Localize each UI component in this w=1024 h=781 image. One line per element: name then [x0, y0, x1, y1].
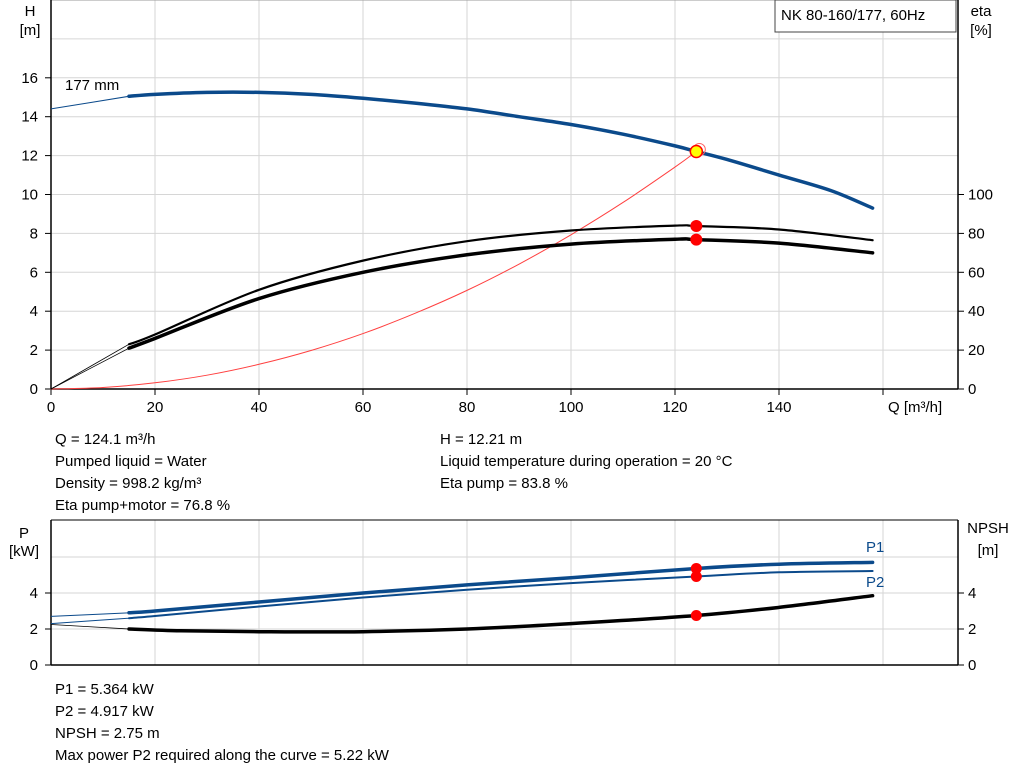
- eta-pump-marker: [690, 220, 703, 233]
- x-axis-label: Q [m³/h]: [888, 399, 942, 416]
- info-eta-pump-motor: Eta pump+motor = 76.8 %: [55, 497, 231, 514]
- info-flow: Q = 124.1 m³/h: [55, 431, 156, 448]
- p1-marker: [690, 562, 702, 574]
- p2-curve: [128, 570, 874, 620]
- y-tick-label: 6: [30, 264, 38, 281]
- npsh-curve-extrapolated: [50, 624, 130, 630]
- impeller-label: 177 mm: [65, 77, 119, 94]
- y-tick-label: 16: [21, 70, 38, 87]
- duty-point-marker: [689, 144, 704, 159]
- p1-curve-extrapolated: [50, 612, 130, 617]
- title-box: [774, 0, 957, 33]
- eta-pump-motor-marker: [690, 233, 703, 246]
- y-tick-label: 14: [21, 109, 38, 126]
- info-head: H = 12.21 m: [440, 431, 523, 448]
- y-axis-unit: [m]: [20, 22, 41, 39]
- p-tick-label: 0: [30, 657, 38, 674]
- npsh-axis-label: NPSH: [967, 520, 1009, 537]
- x-tick-label: 80: [459, 399, 476, 416]
- y-tick-label: 8: [30, 225, 38, 242]
- x-tick-label: 140: [766, 399, 791, 416]
- p-axis-label: P: [19, 525, 29, 542]
- p2-marker: [690, 570, 702, 582]
- p-tick-label: 2: [30, 621, 38, 638]
- info-npsh: NPSH = 2.75 m: [55, 725, 160, 742]
- info-p1: P1 = 5.364 kW: [55, 681, 154, 698]
- info-density: Density = 998.2 kg/m³: [55, 475, 202, 492]
- info-bottom: P1 = 5.364 kW P2 = 4.917 kW NPSH = 2.75 …: [55, 679, 389, 767]
- eta-tick-label: 20: [968, 342, 985, 359]
- x-tick-label: 100: [558, 399, 583, 416]
- y-axis-label: H: [25, 3, 36, 20]
- x-tick-label: 20: [147, 399, 164, 416]
- info-top-left: Q = 124.1 m³/h Pumped liquid = Water Den…: [55, 429, 230, 517]
- npsh-tick-label: 0: [968, 657, 976, 674]
- system-curve: [50, 151, 697, 390]
- y-tick-label: 12: [21, 148, 38, 165]
- eta-tick-label: 0: [968, 381, 976, 398]
- npsh-axis-unit: [m]: [978, 542, 999, 559]
- p2-label: P2: [866, 574, 884, 591]
- chart-title: NK 80-160/177, 60Hz: [781, 7, 925, 24]
- eta-pump-motor-curve: [127, 237, 875, 350]
- y-tick-label: 0: [30, 381, 38, 398]
- p-axis-unit: [kW]: [9, 543, 39, 560]
- p-tick-label: 4: [30, 585, 38, 602]
- p1-curve: [127, 560, 875, 615]
- npsh-curve: [127, 593, 875, 634]
- eta-tick-label: 80: [968, 225, 985, 242]
- y-tick-label: 4: [30, 303, 38, 320]
- head-curve: [127, 90, 875, 210]
- eta-tick-label: 60: [968, 264, 985, 281]
- eta-pump-curve: [127, 224, 874, 346]
- head-curve-extrapolated: [50, 95, 130, 110]
- info-p2: P2 = 4.917 kW: [55, 703, 154, 720]
- eta-pump-motor-curve-extrapolated: [50, 347, 130, 390]
- x-tick-label: 120: [662, 399, 687, 416]
- info-liquid: Pumped liquid = Water: [55, 453, 207, 470]
- eta-axis-unit: [%]: [970, 22, 992, 39]
- x-tick-label: 40: [251, 399, 268, 416]
- p1-label: P1: [866, 539, 884, 556]
- eta-pump-curve-extrapolated: [50, 343, 130, 390]
- npsh-tick-label: 4: [968, 585, 976, 602]
- info-temperature: Liquid temperature during operation = 20…: [440, 453, 733, 470]
- npsh-tick-label: 2: [968, 621, 976, 638]
- info-top-right: H = 12.21 m Liquid temperature during op…: [440, 429, 732, 495]
- x-tick-label: 0: [47, 399, 55, 416]
- npsh-marker: [690, 610, 702, 621]
- eta-tick-label: 100: [968, 187, 993, 204]
- eta-axis-label: eta: [971, 3, 993, 20]
- eta-tick-label: 40: [968, 303, 985, 320]
- y-tick-label: 10: [21, 187, 38, 204]
- y-tick-label: 2: [30, 342, 38, 359]
- p2-curve-extrapolated: [50, 617, 130, 625]
- x-tick-label: 60: [355, 399, 372, 416]
- info-max-power: Max power P2 required along the curve = …: [55, 747, 389, 764]
- info-eta-pump: Eta pump = 83.8 %: [440, 475, 568, 492]
